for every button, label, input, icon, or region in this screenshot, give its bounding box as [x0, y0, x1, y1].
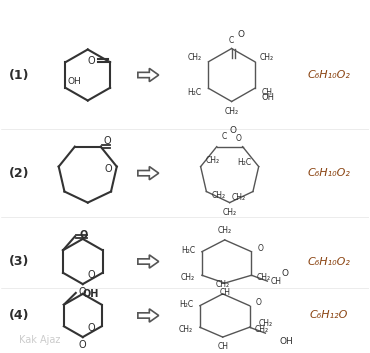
Text: CH₂: CH₂: [258, 319, 272, 328]
Polygon shape: [138, 68, 159, 82]
Text: C: C: [229, 36, 234, 45]
Text: H₂C: H₂C: [238, 158, 252, 167]
Text: OH: OH: [279, 336, 293, 346]
Text: C₆H₁₂O: C₆H₁₂O: [310, 311, 348, 321]
Polygon shape: [138, 309, 159, 322]
Text: CH₂: CH₂: [223, 208, 237, 217]
Text: CH: CH: [271, 277, 282, 286]
Text: CH₂: CH₂: [225, 107, 239, 116]
Text: CH₂: CH₂: [256, 273, 270, 282]
Text: CH₂: CH₂: [205, 156, 220, 165]
Text: (4): (4): [9, 309, 30, 322]
Text: CH₂: CH₂: [218, 226, 232, 235]
Text: (2): (2): [9, 167, 30, 180]
Text: OH: OH: [83, 289, 99, 299]
Text: CH₂: CH₂: [181, 273, 195, 282]
Text: CH: CH: [217, 342, 228, 351]
Text: C: C: [222, 132, 227, 141]
Text: C₆H₁₀O₂: C₆H₁₀O₂: [307, 257, 350, 267]
Text: O: O: [87, 323, 95, 333]
Text: H₂C: H₂C: [188, 88, 202, 97]
Text: CH₂: CH₂: [254, 325, 269, 334]
Text: O: O: [79, 287, 87, 297]
Text: H₂C: H₂C: [181, 246, 195, 255]
Text: C₆H₁₀O₂: C₆H₁₀O₂: [307, 168, 350, 178]
Text: CH: CH: [261, 88, 272, 97]
Text: O: O: [104, 136, 111, 146]
Text: O: O: [229, 126, 236, 136]
Polygon shape: [138, 255, 159, 268]
Text: O: O: [88, 56, 95, 66]
Polygon shape: [138, 167, 159, 180]
Text: O: O: [79, 340, 87, 350]
Text: CH₂: CH₂: [216, 280, 230, 289]
Text: CH₂: CH₂: [211, 191, 225, 200]
Text: CH₂: CH₂: [260, 53, 274, 62]
Text: (3): (3): [9, 255, 30, 268]
Text: O: O: [236, 134, 242, 143]
Text: CH₂: CH₂: [188, 53, 202, 62]
Text: O: O: [258, 244, 263, 253]
Text: O: O: [104, 163, 112, 174]
Text: O: O: [256, 298, 261, 307]
Text: CH₂: CH₂: [232, 193, 246, 202]
Text: CH₂: CH₂: [179, 325, 193, 334]
Text: C₆H₁₀O₂: C₆H₁₀O₂: [307, 70, 350, 80]
Text: Kak Ajaz: Kak Ajaz: [19, 335, 61, 345]
Text: O: O: [80, 229, 88, 239]
Text: OH: OH: [261, 92, 274, 102]
Text: (1): (1): [9, 68, 30, 82]
Text: O: O: [281, 269, 288, 278]
Text: OH: OH: [67, 77, 81, 86]
Text: H₂C: H₂C: [179, 300, 193, 309]
Text: CH: CH: [219, 288, 230, 298]
Text: O: O: [88, 270, 95, 280]
Text: O: O: [238, 30, 245, 39]
